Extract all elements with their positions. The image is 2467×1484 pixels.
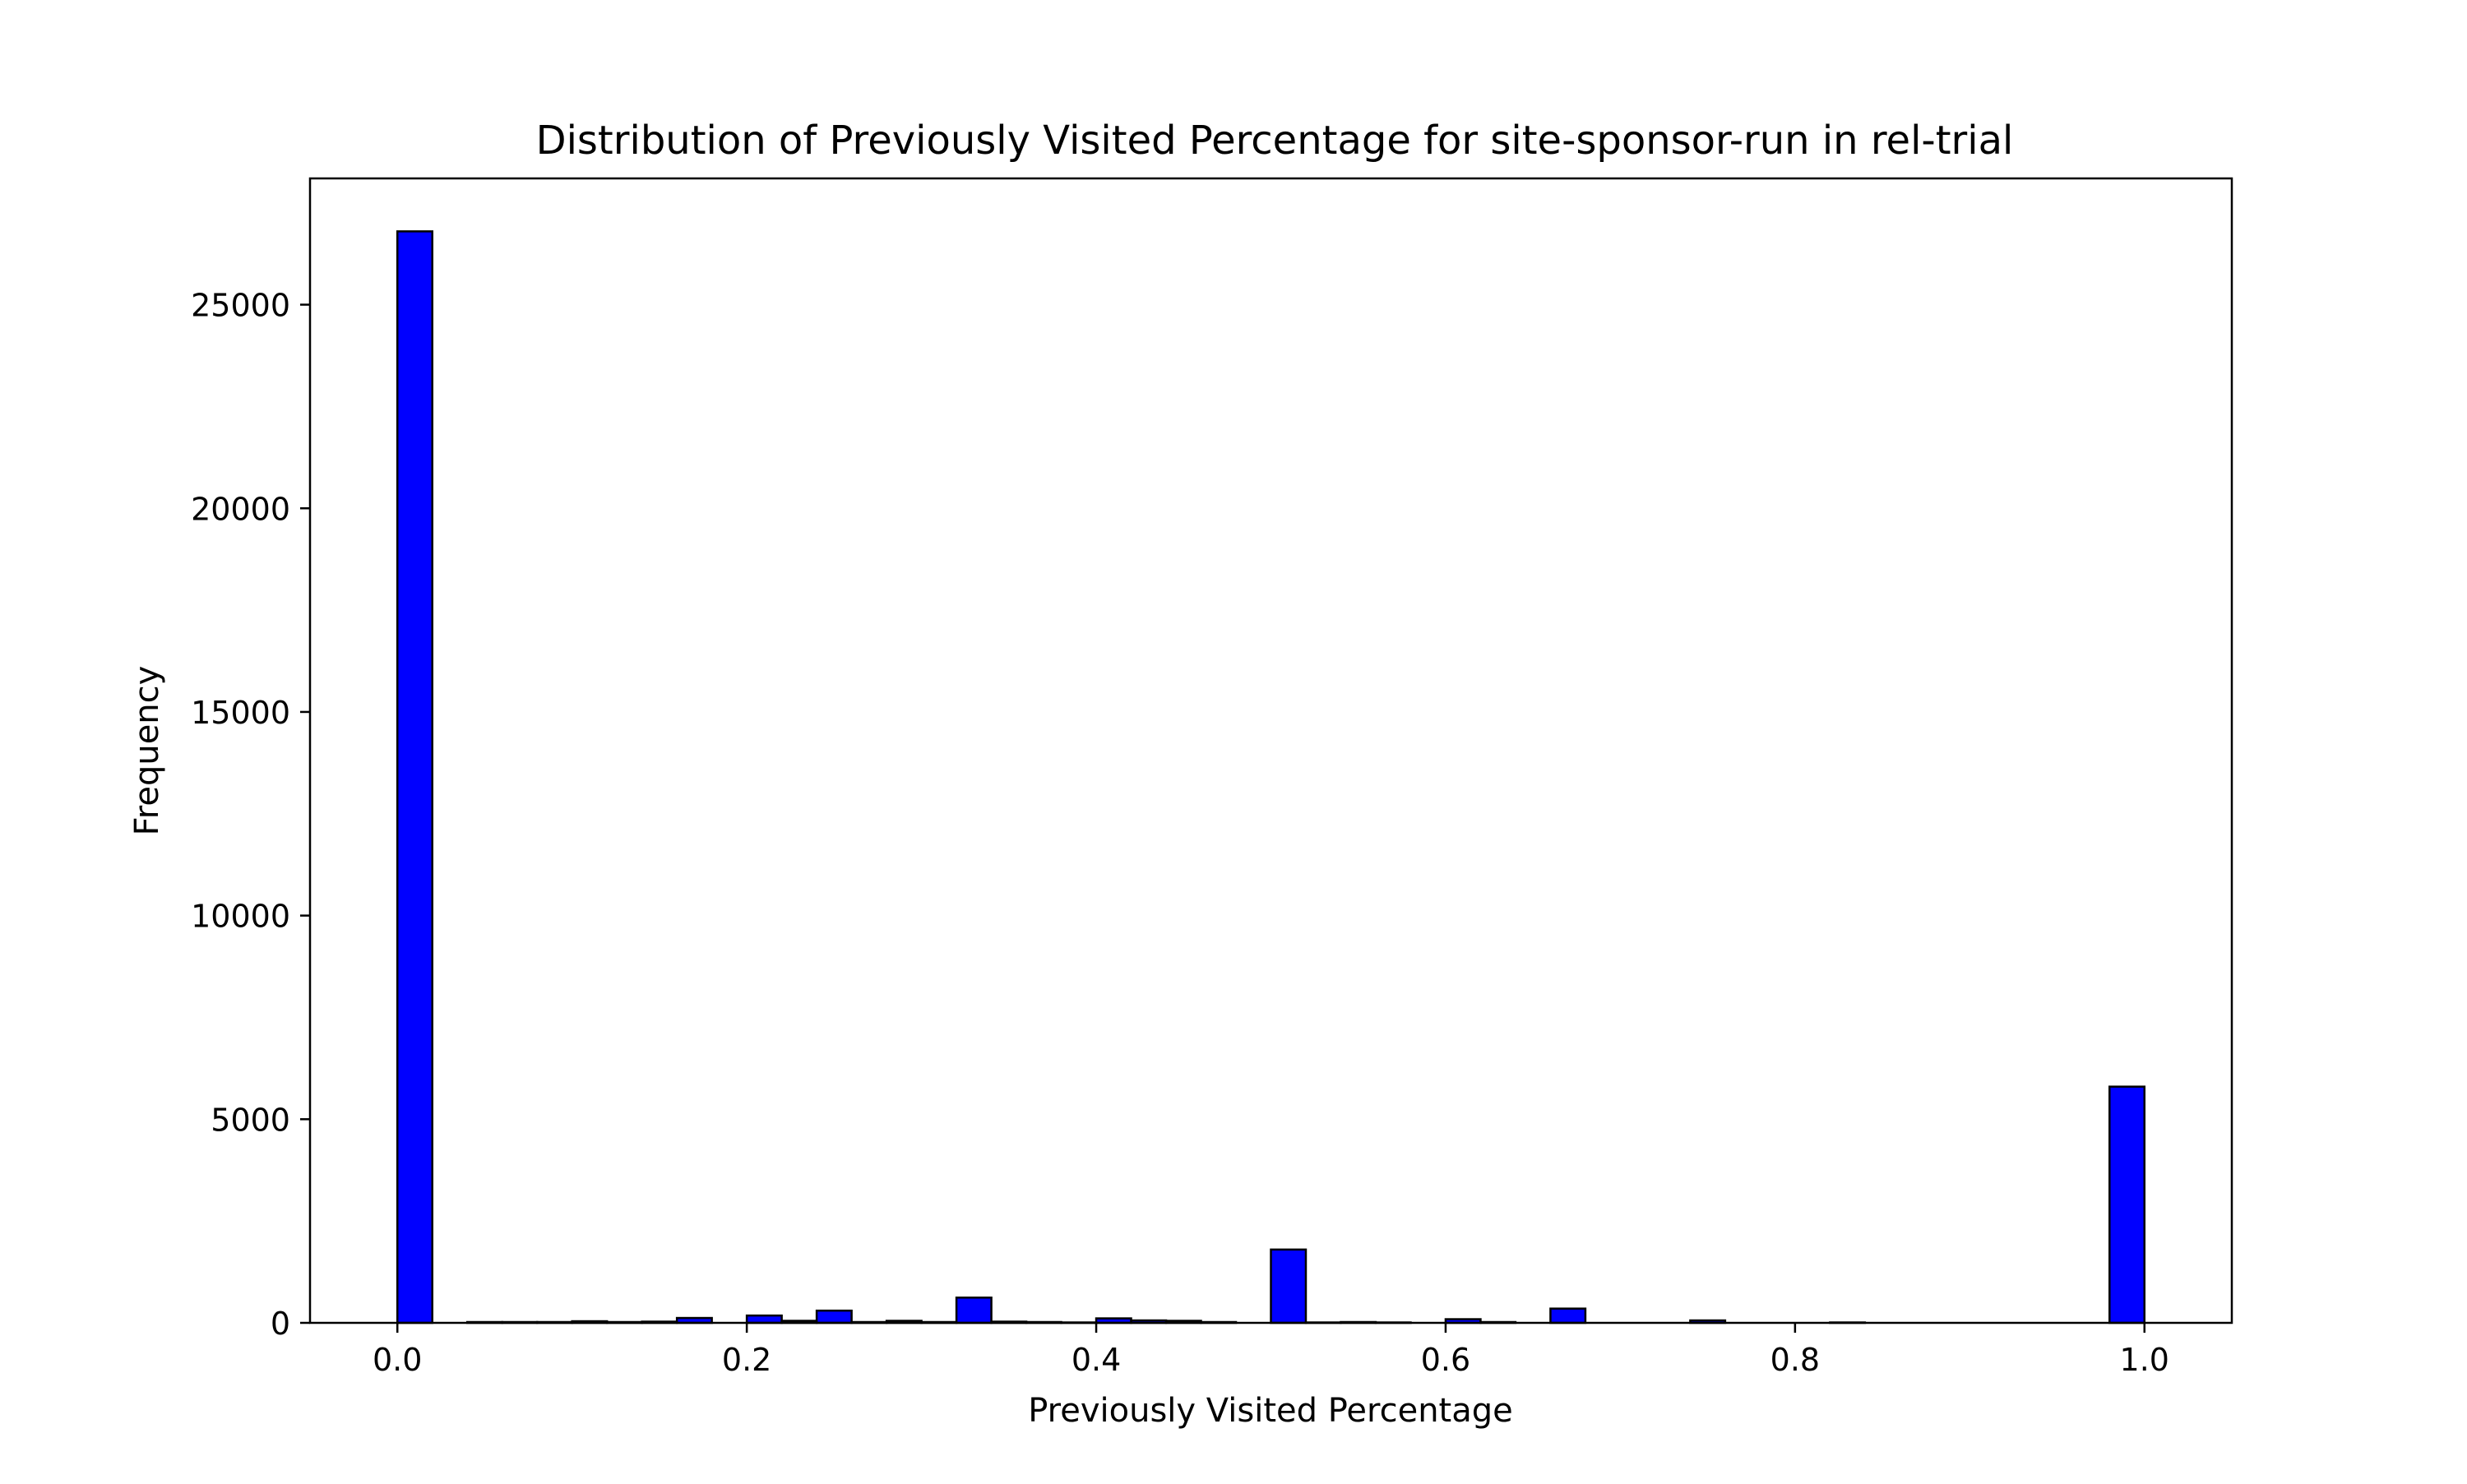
histogram-bar bbox=[397, 231, 432, 1323]
x-tick-label: 0.2 bbox=[722, 1342, 771, 1378]
histogram-bar bbox=[1271, 1250, 1306, 1323]
x-tick-label: 0.6 bbox=[1421, 1342, 1470, 1378]
histogram-bar bbox=[956, 1297, 991, 1323]
histogram-bar bbox=[817, 1311, 851, 1323]
histogram-bar bbox=[2109, 1087, 2144, 1323]
x-axis-label: Previously Visited Percentage bbox=[1028, 1392, 1513, 1430]
y-tick-label: 0 bbox=[271, 1306, 290, 1342]
y-tick-label: 5000 bbox=[211, 1102, 290, 1138]
histogram-bar bbox=[747, 1315, 781, 1323]
histogram-bar bbox=[1550, 1309, 1585, 1323]
y-axis-label: Frequency bbox=[128, 666, 166, 836]
x-tick-label: 0.0 bbox=[373, 1342, 422, 1378]
y-tick-label: 15000 bbox=[191, 695, 290, 731]
y-tick-label: 10000 bbox=[191, 899, 290, 935]
x-tick-label: 1.0 bbox=[2120, 1342, 2169, 1378]
x-tick-label: 0.8 bbox=[1770, 1342, 1820, 1378]
x-tick-label: 0.4 bbox=[1072, 1342, 1121, 1378]
y-tick-label: 20000 bbox=[191, 491, 290, 527]
y-tick-label: 25000 bbox=[191, 288, 290, 324]
chart-title: Distribution of Previously Visited Perce… bbox=[536, 118, 2014, 164]
